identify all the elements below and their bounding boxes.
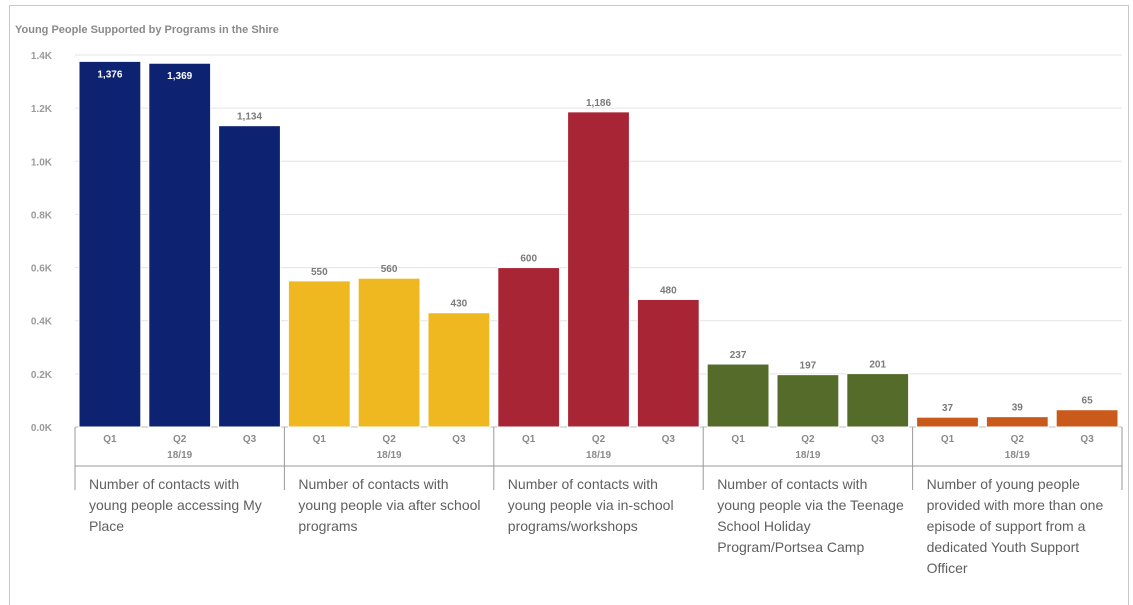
category-label: Number of contacts with young people acc… [89, 476, 262, 534]
data-label: 237 [730, 350, 747, 361]
bar [776, 374, 840, 428]
chart-frame [9, 5, 1129, 605]
bar [1055, 409, 1119, 428]
bar [218, 125, 281, 428]
x-tick-label: Q2 [801, 434, 815, 445]
x-tick-label: Q2 [382, 434, 396, 445]
x-tick-label: Q3 [871, 434, 885, 445]
data-label: 1,369 [167, 71, 192, 82]
bar [287, 280, 351, 428]
period-label: 18/19 [586, 450, 611, 461]
bar [985, 416, 1049, 428]
bar [357, 277, 421, 428]
y-tick-label: 0.8K [31, 210, 53, 221]
x-tick-label: Q3 [452, 434, 466, 445]
y-tick-label: 0.6K [31, 264, 53, 275]
y-tick-label: 1.4K [31, 51, 53, 62]
bar [636, 298, 700, 428]
bar [497, 267, 561, 428]
x-tick-label: Q2 [1011, 434, 1025, 445]
data-label: 65 [1082, 396, 1094, 407]
x-tick-label: Q1 [522, 434, 536, 445]
bar [78, 60, 142, 428]
x-tick-label: Q1 [103, 434, 117, 445]
bar [706, 363, 770, 428]
chart-title: Young People Supported by Programs in th… [15, 24, 279, 36]
data-label: 37 [942, 403, 954, 414]
bar [846, 373, 910, 428]
data-label: 1,376 [97, 69, 122, 80]
x-tick-label: Q1 [313, 434, 327, 445]
y-tick-label: 0.4K [31, 317, 53, 328]
period-label: 18/19 [795, 450, 820, 461]
period-label: 18/19 [1005, 450, 1030, 461]
category-label: Number of contacts with young people via… [298, 476, 481, 534]
bar [567, 111, 630, 428]
x-tick-label: Q3 [1080, 434, 1094, 445]
bar [916, 416, 979, 428]
data-label: 197 [800, 361, 817, 372]
period-label: 18/19 [167, 450, 192, 461]
data-label: 480 [660, 285, 677, 296]
data-label: 550 [311, 267, 328, 278]
period-label: 18/19 [377, 450, 402, 461]
x-tick-label: Q3 [662, 434, 676, 445]
y-tick-label: 0.0K [31, 423, 53, 434]
category-label: Number of contacts with young people via… [717, 476, 904, 555]
category-label: Number of contacts with young people via… [507, 476, 674, 534]
x-tick-label: Q2 [592, 434, 606, 445]
x-tick-label: Q3 [243, 434, 257, 445]
data-label: 1,134 [237, 112, 262, 123]
bar [427, 312, 491, 428]
data-label: 560 [381, 264, 398, 275]
data-label: 600 [520, 254, 537, 265]
x-tick-label: Q2 [173, 434, 187, 445]
y-tick-label: 1.2K [31, 104, 53, 115]
x-tick-label: Q1 [731, 434, 745, 445]
y-tick-label: 1.0K [31, 157, 53, 168]
category-label: Number of young people provided with mor… [926, 476, 1104, 576]
y-tick-label: 0.2K [31, 370, 53, 381]
data-label: 1,186 [586, 98, 611, 109]
data-label: 430 [451, 299, 468, 310]
bar [148, 62, 212, 428]
data-label: 39 [1012, 403, 1024, 414]
x-tick-label: Q1 [941, 434, 955, 445]
data-label: 201 [869, 360, 886, 371]
